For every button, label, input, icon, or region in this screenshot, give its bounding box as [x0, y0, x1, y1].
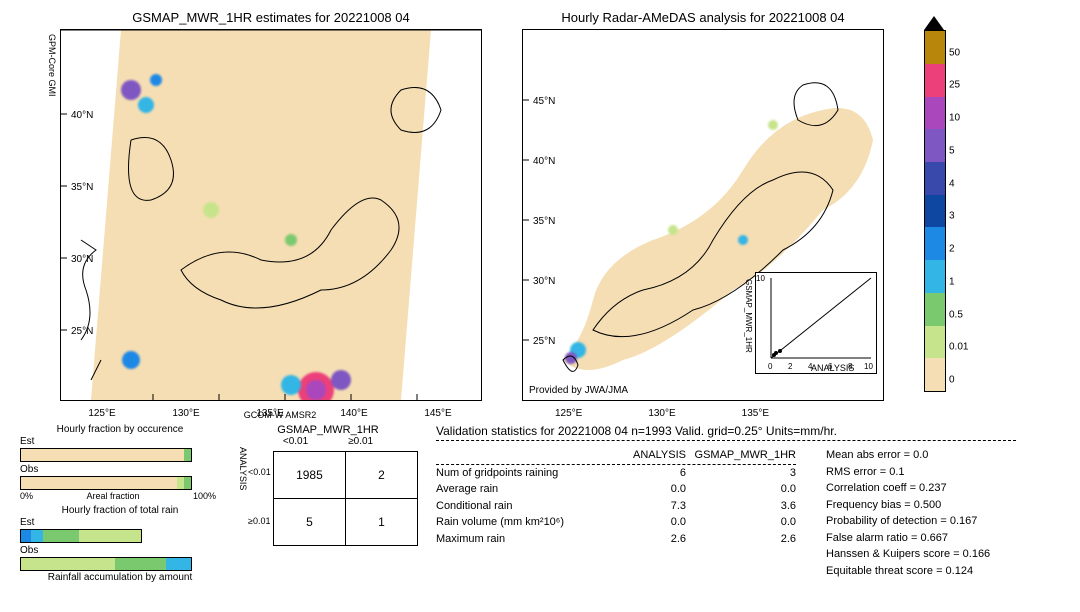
- rain-est-bar: [20, 529, 142, 543]
- svg-text:10: 10: [756, 274, 765, 283]
- rain-obs-bar: [20, 557, 192, 571]
- svg-text:4: 4: [808, 362, 813, 371]
- lon-tick: 125°E: [555, 408, 582, 419]
- fraction-bars: Hourly fraction by occurence Est Obs 0%A…: [20, 424, 220, 583]
- svg-text:25°N: 25°N: [71, 326, 93, 337]
- obs-label: Obs: [20, 464, 44, 475]
- left-side-label: GPM-Core GMI: [47, 34, 57, 97]
- inset-ylabel: GSMAP_MWR_1HR: [744, 279, 753, 353]
- svg-text:25°N: 25°N: [533, 336, 555, 347]
- ct-cell: 5: [273, 499, 345, 546]
- occ-title: Hourly fraction by occurence: [20, 424, 220, 435]
- svg-text:2: 2: [788, 362, 793, 371]
- svg-text:30°N: 30°N: [533, 276, 555, 287]
- ct-col2: ≥0.01: [348, 436, 373, 447]
- svg-text:40°N: 40°N: [533, 156, 555, 167]
- svg-text:35°N: 35°N: [71, 182, 93, 193]
- obs-label: Obs: [20, 545, 44, 556]
- ct-cell: 2: [346, 452, 418, 499]
- lon-tick: 130°E: [172, 408, 199, 419]
- ct-row1: <0.01: [248, 467, 271, 477]
- right-map-panel: Hourly Radar-AMeDAS analysis for 2022100…: [522, 10, 884, 400]
- left-map-panel: GSMAP_MWR_1HR estimates for 20221008 04: [60, 10, 482, 400]
- ct-header: GSMAP_MWR_1HR: [238, 424, 418, 436]
- accum-title: Rainfall accumulation by amount: [20, 572, 220, 583]
- provided-label: Provided by JWA/JMA: [529, 385, 628, 396]
- svg-text:40°N: 40°N: [71, 110, 93, 121]
- left-map: 25°N 30°N 35°N 40°N GPM-Core GMI: [60, 29, 482, 401]
- occ-est-bar: [20, 448, 192, 462]
- right-map-title: Hourly Radar-AMeDAS analysis for 2022100…: [522, 10, 884, 25]
- col-h1: ANALYSIS: [606, 447, 686, 464]
- stats-title: Validation statistics for 20221008 04 n=…: [436, 424, 1016, 441]
- lon-tick: 130°E: [648, 408, 675, 419]
- occ-obs-bar: [20, 476, 192, 490]
- ct-side: ANALYSIS: [238, 447, 248, 546]
- lon-tick: 135°E: [742, 408, 769, 419]
- stats-metrics: Mean abs error = 0.0RMS error = 0.1Corre…: [826, 447, 990, 579]
- right-map: 25°N 30°N 35°N 40°N 45°N ANALYSIS 10 10: [522, 29, 884, 401]
- est-label: Est: [20, 436, 44, 447]
- ct-cell: 1: [346, 499, 418, 546]
- svg-text:10: 10: [864, 362, 873, 371]
- contingency-panel: GSMAP_MWR_1HR <0.01 ≥0.01 ANALYSIS <0.01…: [238, 424, 418, 583]
- contingency-table: 19852 51: [273, 451, 418, 546]
- ct-cell: 1985: [273, 452, 345, 499]
- scatter-inset: ANALYSIS 10 10 0 2 4 6 8 GSMAP_MWR_1HR: [755, 272, 877, 374]
- svg-text:8: 8: [848, 362, 853, 371]
- ct-row2: ≥0.01: [248, 516, 271, 526]
- svg-text:0: 0: [768, 362, 773, 371]
- svg-text:45°N: 45°N: [533, 96, 555, 107]
- col-h2: GSMAP_MWR_1HR: [686, 447, 796, 464]
- svg-text:30°N: 30°N: [71, 254, 93, 265]
- svg-text:6: 6: [828, 362, 833, 371]
- stats-comparison: ANALYSIS GSMAP_MWR_1HR Num of gridpoints…: [436, 447, 796, 579]
- colorbar-panel: 00.010.512345102550: [924, 10, 974, 400]
- svg-text:35°N: 35°N: [533, 216, 555, 227]
- lon-tick: 135°E: [256, 408, 283, 419]
- colorbar-arrow-icon: [924, 16, 944, 30]
- left-map-title: GSMAP_MWR_1HR estimates for 20221008 04: [60, 10, 482, 25]
- areal-label: Areal fraction: [86, 491, 139, 501]
- lon-tick: 140°E: [340, 408, 367, 419]
- est-label: Est: [20, 517, 44, 528]
- lon-tick: 145°E: [424, 408, 451, 419]
- stats-block: Validation statistics for 20221008 04 n=…: [436, 424, 1070, 583]
- rain-title: Hourly fraction of total rain: [20, 505, 220, 516]
- colorbar: 00.010.512345102550: [924, 30, 946, 392]
- lon-tick: 125°E: [88, 408, 115, 419]
- ct-col1: <0.01: [283, 436, 308, 447]
